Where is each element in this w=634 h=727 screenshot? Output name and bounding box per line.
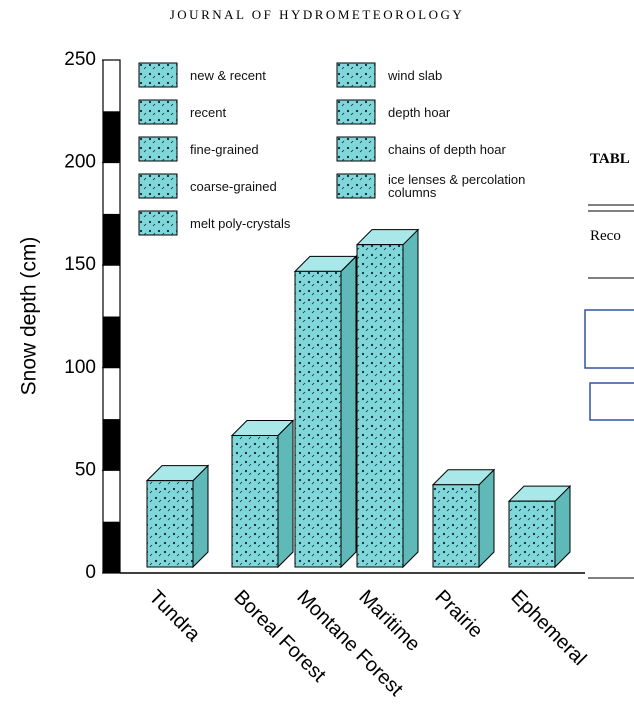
swatch-texture (139, 174, 177, 198)
bar-texture (509, 501, 555, 567)
highlight-box (590, 383, 634, 420)
legend-swatch (138, 173, 178, 199)
legend-item: fine-grained (138, 136, 365, 162)
legend-swatch (138, 62, 178, 88)
column-side (403, 230, 418, 567)
y-tick-label: 100 (64, 357, 96, 378)
swatch-texture (139, 63, 177, 87)
legend-item: ice lenses & percolation columns (336, 173, 563, 199)
swatch-texture (337, 174, 375, 198)
snow-column (509, 486, 570, 567)
legend-item: recent (138, 99, 365, 125)
snow-column (357, 230, 418, 567)
x-tick-label: Prairie (430, 586, 486, 642)
y-tick-label: 150 (64, 254, 96, 275)
scale-block (103, 419, 120, 470)
column-side (341, 256, 356, 567)
legend-swatch (138, 136, 178, 162)
legend-swatch (336, 136, 376, 162)
column-side (479, 470, 494, 567)
page: JOURNAL OF HYDROMETEOROLOGY Snow depth (… (0, 0, 634, 727)
legend-item: depth hoar (336, 99, 563, 125)
legend-item: wind slab (336, 62, 563, 88)
highlight-box (585, 310, 634, 368)
legend-label: ice lenses & percolation columns (388, 173, 563, 199)
swatch-texture (139, 100, 177, 124)
scale-block (103, 111, 120, 162)
x-tick-label: Montane Forest (292, 586, 407, 701)
legend-label: chains of depth hoar (388, 143, 563, 156)
snow-column (147, 466, 208, 567)
y-axis-label: Snow depth (cm) (18, 237, 41, 396)
swatch-texture (337, 63, 375, 87)
table-title: TABL (590, 151, 630, 167)
legend-label: wind slab (388, 69, 563, 82)
y-tick-label: 250 (64, 49, 96, 70)
legend-swatch (336, 62, 376, 88)
legend-item: melt poly-crystals (138, 210, 365, 236)
swatch-texture (139, 137, 177, 161)
legend-swatch (138, 210, 178, 236)
x-tick-label: Ephemeral (506, 586, 590, 670)
y-tick-label: 50 (75, 459, 96, 480)
scale-block (103, 214, 120, 265)
column-side (193, 466, 208, 567)
legend-swatch (336, 99, 376, 125)
bar-texture (433, 485, 479, 567)
bar-texture (295, 271, 341, 567)
legend-item: chains of depth hoar (336, 136, 563, 162)
y-tick-label: 200 (64, 152, 96, 173)
legend-label: depth hoar (388, 106, 563, 119)
table-column: Reco (590, 228, 621, 244)
swatch-texture (337, 100, 375, 124)
bar-texture (232, 436, 278, 567)
x-tick-label: Tundra (144, 586, 204, 646)
legend-item: new & recent (138, 62, 365, 88)
legend-swatch (336, 173, 376, 199)
snow-column (232, 421, 293, 567)
legend-swatch (138, 99, 178, 125)
legend-item: coarse-grained (138, 173, 365, 199)
y-tick-label: 0 (85, 562, 96, 583)
scale-block (103, 522, 120, 573)
snow-column (433, 470, 494, 567)
bar-texture (147, 481, 193, 567)
snow-column (295, 256, 356, 567)
column-side (278, 421, 293, 567)
swatch-texture (337, 137, 375, 161)
bar-texture (357, 245, 403, 567)
scale-block (103, 317, 120, 368)
swatch-texture (139, 211, 177, 235)
legend-label: melt poly-crystals (190, 217, 365, 230)
